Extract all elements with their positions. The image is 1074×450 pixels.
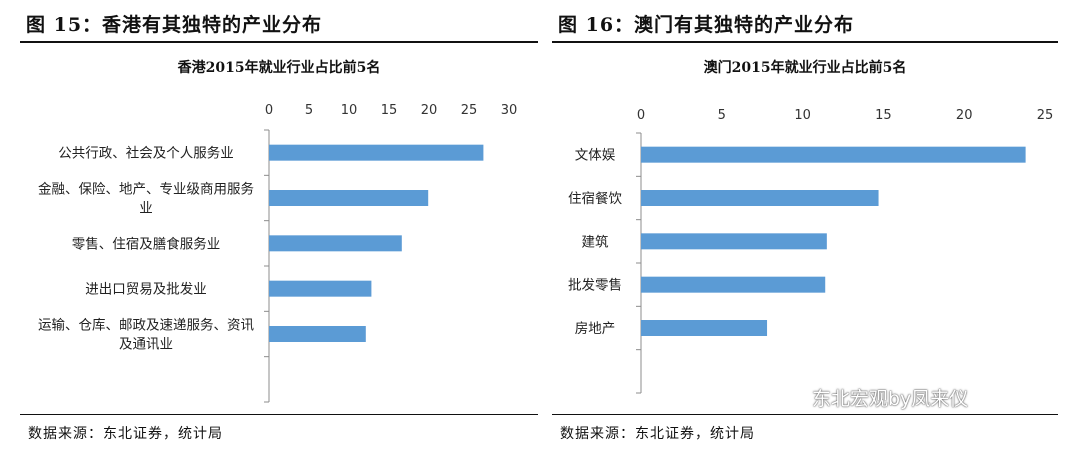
chart-hong-kong: 0 5 10 15 20 25 30 公共行政、社会及个人服务业金融、保险、地产、专业级商用服… <box>38 103 518 403</box>
x-tick-label: 15 <box>381 103 398 118</box>
category-label: 金融、保险、地产、专业级商用服务 <box>38 182 254 198</box>
chart-title: 香港2015年就业行业占比前5名 <box>177 60 381 76</box>
category-label: 建筑 <box>582 234 610 250</box>
chart-title: 澳门2015年就业行业占比前5名 <box>703 60 907 76</box>
figure-title: 图 15：香港有其独特的产业分布 <box>26 14 323 36</box>
category-label: 文体娱 <box>575 148 616 164</box>
category-label: 公共行政、社会及个人服务业 <box>58 146 234 162</box>
bar <box>641 146 1026 163</box>
category-label: 住宿餐饮 <box>568 190 622 207</box>
category-label: 批发零售 <box>568 278 622 294</box>
x-tick-label: 20 <box>956 108 973 123</box>
bar <box>641 233 827 250</box>
bar <box>269 235 402 252</box>
source-rule <box>20 414 538 415</box>
x-tick-label: 5 <box>718 108 726 123</box>
source-note: 数据来源：东北证券，统计局 <box>28 426 223 442</box>
title-rule <box>552 41 1058 43</box>
source-rule <box>552 414 1058 415</box>
category-label: 进出口贸易及批发业 <box>85 282 207 298</box>
x-tick-label: 25 <box>1037 108 1054 123</box>
category-label: 及通讯业 <box>119 337 173 353</box>
bar <box>269 326 366 342</box>
bar <box>269 144 484 161</box>
x-tick-label: 10 <box>341 103 358 118</box>
watermark-text: 东北宏观by凤来仪 <box>812 388 969 410</box>
category-label: 房地产 <box>575 321 616 337</box>
x-tick-label: 0 <box>265 103 273 118</box>
bar <box>641 276 826 293</box>
panel-hong-kong: 图 15：香港有其独特的产业分布 香港2015年就业行业占比前5名 0 5 10 15… <box>20 0 538 450</box>
bar <box>641 320 768 336</box>
panel-macau: 图 16：澳门有其独特的产业分布 澳门2015年就业行业占比前5名 0 5 10 15… <box>552 0 1058 450</box>
watermark: 东北宏观by凤来仪 <box>776 384 968 411</box>
category-label: 业 <box>139 201 153 217</box>
figure-title: 图 16：澳门有其独特的产业分布 <box>558 14 855 36</box>
x-tick-label: 10 <box>794 108 811 123</box>
bar <box>269 280 372 297</box>
x-tick-label: 0 <box>637 108 645 123</box>
x-tick-label: 5 <box>305 103 313 118</box>
category-label: 运输、仓库、邮政及速递服务、资讯 <box>38 318 254 334</box>
x-tick-label: 20 <box>421 103 438 118</box>
source-note: 数据来源：东北证券，统计局 <box>560 426 755 442</box>
category-label: 零售、住宿及膳食服务业 <box>72 235 221 252</box>
x-tick-label: 15 <box>875 108 892 123</box>
x-tick-label: 25 <box>461 103 478 118</box>
bar <box>269 190 429 206</box>
title-rule <box>20 41 538 43</box>
x-tick-label: 30 <box>501 103 518 118</box>
bar <box>641 190 879 206</box>
wechat-icon <box>776 385 805 409</box>
